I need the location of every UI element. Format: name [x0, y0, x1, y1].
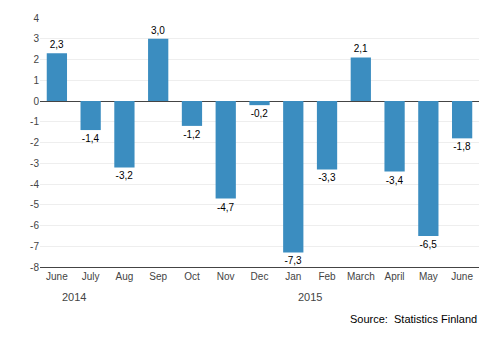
svg-text:May: May	[419, 271, 438, 282]
svg-text:-4,7: -4,7	[217, 202, 235, 213]
svg-text:-1,4: -1,4	[82, 133, 100, 144]
svg-text:2,3: 2,3	[50, 39, 64, 50]
svg-text:3,0: 3,0	[151, 25, 165, 36]
svg-text:3: 3	[33, 33, 39, 44]
svg-text:Sep: Sep	[149, 271, 167, 282]
svg-text:-1: -1	[30, 116, 39, 127]
svg-text:Aug: Aug	[116, 271, 134, 282]
svg-text:April: April	[385, 271, 405, 282]
svg-text:4: 4	[33, 13, 39, 24]
svg-text:March: March	[347, 271, 375, 282]
svg-text:-2: -2	[30, 137, 39, 148]
svg-text:2014: 2014	[62, 291, 86, 303]
svg-text:2: 2	[33, 54, 39, 65]
svg-text:-1,2: -1,2	[183, 129, 201, 140]
svg-text:-6: -6	[30, 220, 39, 231]
svg-text:-5: -5	[30, 199, 39, 210]
svg-text:-3,4: -3,4	[386, 175, 404, 186]
svg-text:-6,5: -6,5	[420, 239, 438, 250]
svg-text:-7,3: -7,3	[284, 255, 302, 266]
svg-text:-3: -3	[30, 158, 39, 169]
svg-text:-0,2: -0,2	[251, 108, 269, 119]
svg-text:Jan: Jan	[285, 271, 301, 282]
svg-text:Dec: Dec	[251, 271, 269, 282]
svg-text:0: 0	[33, 96, 39, 107]
svg-text:Source: Statistics Finland: Source: Statistics Finland	[350, 313, 477, 325]
svg-text:June: June	[46, 271, 68, 282]
svg-text:1: 1	[33, 75, 39, 86]
svg-text:-3,3: -3,3	[318, 172, 336, 183]
svg-text:Nov: Nov	[217, 271, 235, 282]
svg-text:-8: -8	[30, 262, 39, 273]
svg-text:Feb: Feb	[318, 271, 336, 282]
svg-text:-4: -4	[30, 179, 39, 190]
svg-text:-1,8: -1,8	[453, 141, 471, 152]
svg-text:-3,2: -3,2	[116, 170, 134, 181]
svg-text:2,1: 2,1	[354, 43, 368, 54]
svg-text:July: July	[82, 271, 100, 282]
svg-text:Oct: Oct	[184, 271, 200, 282]
svg-text:June: June	[451, 271, 473, 282]
svg-text:2015: 2015	[298, 291, 322, 303]
svg-text:-7: -7	[30, 241, 39, 252]
